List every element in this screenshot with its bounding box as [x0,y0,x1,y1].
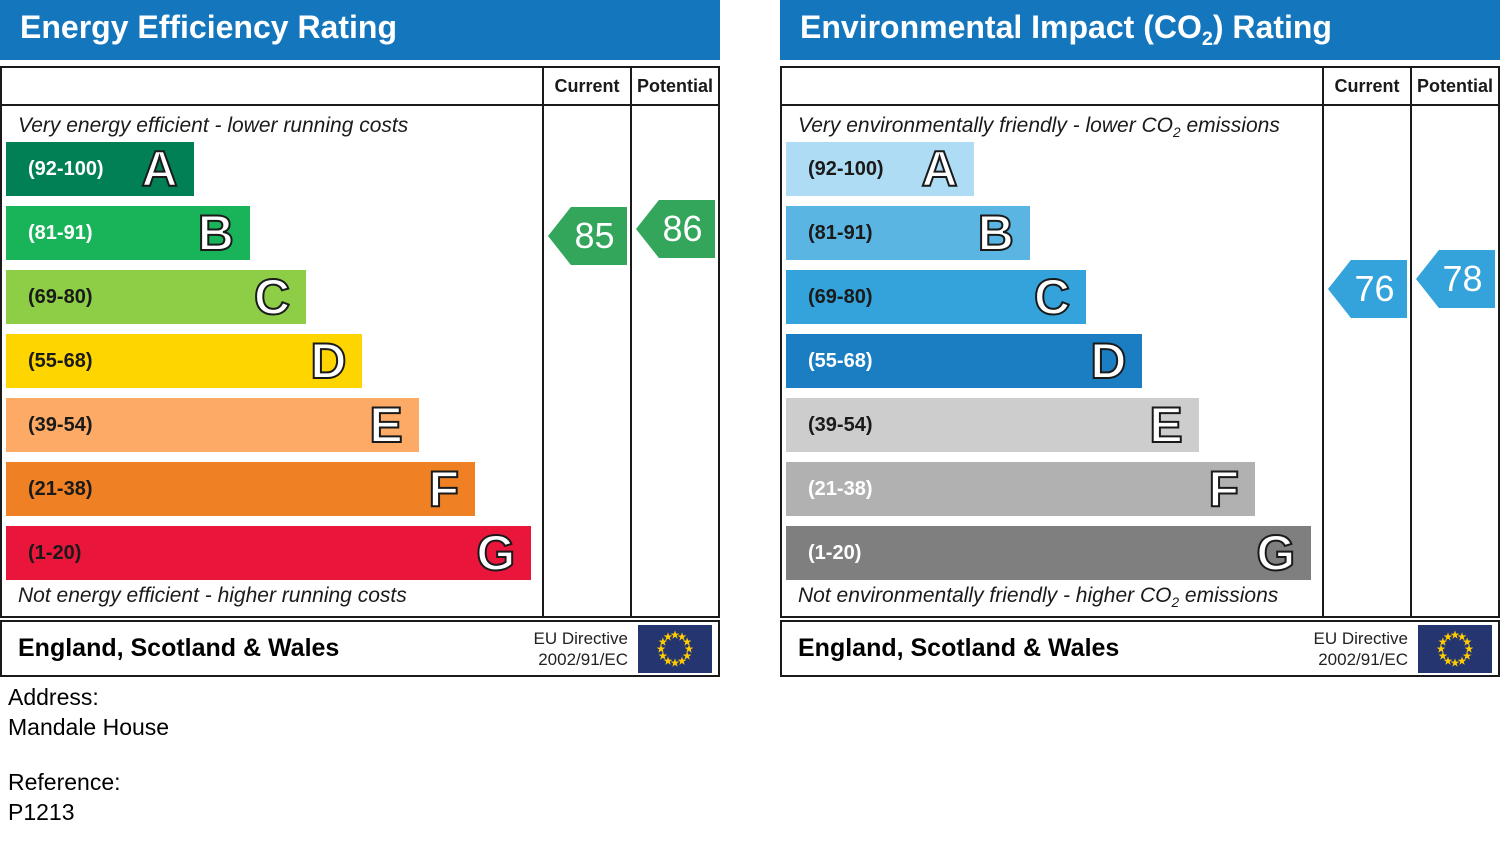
band-letter: E [1148,397,1183,453]
band-letter: A [920,141,958,197]
chart-header-spacer [2,68,542,104]
band-range-label: (69-80) [28,285,93,308]
rating-chart: Current Potential Very environmentally f… [780,66,1500,618]
reference-value: P1213 [8,799,75,825]
band-letter: E [368,397,403,453]
band-range-label: (21-38) [28,477,93,500]
top-note: Very energy efficient - lower running co… [18,114,409,137]
band-range-label: (55-68) [28,349,93,372]
current-value-column: 76 [1322,106,1410,616]
band-range-label: (39-54) [808,413,873,436]
eu-directive-label: EU Directive 2002/91/EC [1313,628,1408,669]
band-range-label: (39-54) [28,413,93,436]
band-range-label: (69-80) [808,285,873,308]
band-a: (92-100) A [6,142,194,196]
energy-efficiency-rating-panel: Energy Efficiency Rating Current Potenti… [0,0,720,677]
panel-footer: England, Scotland & Wales EU Directive 2… [0,620,720,677]
environmental-impact-rating-panel: Environmental Impact (CO2) Rating Curren… [780,0,1500,677]
rating-bars: (92-100) A (81-91) B (69-80) C (55-68) D (39-54)… [786,142,1322,590]
address-value: Mandale House [8,714,170,740]
rating-bands-area: Very energy efficient - lower running co… [2,106,542,616]
current-column-header: Current [1322,68,1410,104]
bottom-note: Not energy efficient - higher running co… [18,584,407,607]
panel-footer: England, Scotland & Wales EU Directive 2… [780,620,1500,677]
band-f: (21-38) F [6,462,475,516]
band-range-label: (21-38) [808,477,873,500]
chart-header-row: Current Potential [782,68,1498,106]
band-letter: A [140,141,178,197]
rating-chart: Current Potential Very energy efficient … [0,66,720,618]
current-rating-arrow: 76 [1328,260,1407,318]
band-c: (69-80) C [6,269,307,325]
band-letter: C [1033,269,1071,325]
eu-flag-icon [638,624,712,673]
band-letter: F [427,461,460,517]
potential-column-header: Potential [630,68,718,104]
reference-label: Reference: [8,769,121,795]
band-d: (55-68) D [786,333,1143,389]
potential-value-column: 78 [1410,106,1498,616]
eu-directive-label: EU Directive 2002/91/EC [533,628,628,669]
band-letter: G [1255,525,1296,581]
current-value-column: 85 [542,106,630,616]
band-g: (1-20) G [786,525,1312,581]
potential-rating-arrow: 86 [636,200,715,258]
band-letter: D [309,333,347,389]
band-e: (39-54) E [6,398,419,452]
band-letter: G [475,525,516,581]
panel-title: Environmental Impact (CO2) Rating [800,8,1332,51]
band-range-label: (55-68) [808,349,873,372]
band-a: (92-100) A [786,142,974,196]
band-range-label: (1-20) [28,541,82,564]
band-f: (21-38) F [786,462,1255,516]
address-gap [8,742,169,767]
band-g: (1-20) G [6,525,532,581]
chart-body: Very environmentally friendly - lower CO… [782,106,1498,616]
band-b: (81-91) B [6,206,250,260]
chart-header-spacer [782,68,1322,104]
band-d: (55-68) D [6,333,363,389]
region-label: England, Scotland & Wales [798,634,1120,662]
bottom-note: Not environmentally friendly - higher CO… [798,584,1279,611]
potential-value-column: 86 [630,106,718,616]
region-label: England, Scotland & Wales [18,634,340,662]
top-note: Very environmentally friendly - lower CO… [798,114,1280,141]
potential-column-header: Potential [1410,68,1498,104]
current-rating-arrow: 85 [548,207,627,265]
panel-title: Energy Efficiency Rating [20,8,397,45]
band-range-label: (81-91) [808,221,873,244]
rating-bars: (92-100) A (81-91) B (69-80) C (55-68) D (39-54)… [6,142,542,590]
band-e: (39-54) E [786,398,1199,452]
panel-title-bar: Environmental Impact (CO2) Rating [780,0,1500,60]
rating-bands-area: Very environmentally friendly - lower CO… [782,106,1322,616]
band-letter: C [253,269,291,325]
panel-title-bar: Energy Efficiency Rating [0,0,720,60]
address-label: Address: [8,684,99,710]
band-letter: D [1089,333,1127,389]
band-letter: B [977,205,1015,261]
potential-rating-arrow: 78 [1416,250,1495,308]
band-range-label: (92-100) [808,157,884,180]
band-c: (69-80) C [786,269,1087,325]
band-range-label: (92-100) [28,157,104,180]
chart-header-row: Current Potential [2,68,718,106]
band-range-label: (81-91) [28,221,93,244]
address-block: Address: Mandale House Reference: P1213 [8,682,169,827]
band-letter: F [1207,461,1240,517]
band-letter: B [197,205,235,261]
eu-flag-icon [1418,624,1492,673]
chart-body: Very energy efficient - lower running co… [2,106,718,616]
band-range-label: (1-20) [808,541,862,564]
current-column-header: Current [542,68,630,104]
band-b: (81-91) B [786,206,1030,260]
